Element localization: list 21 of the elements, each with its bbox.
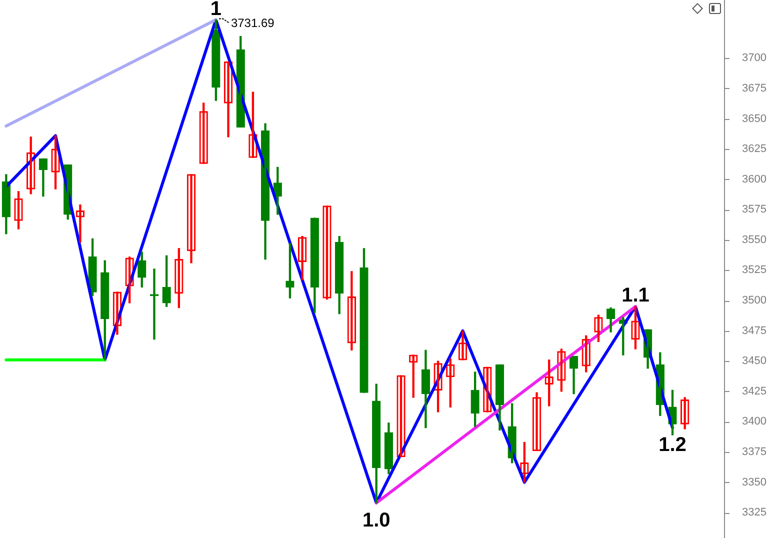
y-tick-label: 3475 — [742, 324, 766, 337]
annotation: 1 — [210, 0, 222, 20]
y-tick-label: 3575 — [742, 204, 766, 216]
annotation: 1.0 — [362, 509, 390, 532]
y-tick-label: 3675 — [742, 82, 766, 94]
y-tick-label: 3650 — [742, 112, 766, 125]
y-tick-label: 3550 — [742, 234, 766, 246]
y-tick-label: 3700 — [742, 52, 766, 64]
y-tick-label: 3425 — [742, 385, 766, 398]
y-tick-label: 3500 — [742, 294, 766, 307]
annotation: 1.2 — [658, 434, 686, 456]
y-tick-label: 3325 — [742, 506, 766, 519]
y-tick-label: 3450 — [742, 355, 766, 368]
y-tick-label: 3400 — [742, 416, 766, 428]
y-tick-label: 3350 — [742, 476, 766, 488]
annotation: 1.1 — [622, 284, 650, 307]
annotation: 3731.69 — [230, 16, 275, 30]
y-tick-label: 3625 — [742, 143, 766, 156]
y-tick-label: 3375 — [742, 446, 766, 458]
y-tick-label: 3525 — [742, 264, 766, 276]
y-tick-label: 3600 — [742, 173, 766, 186]
